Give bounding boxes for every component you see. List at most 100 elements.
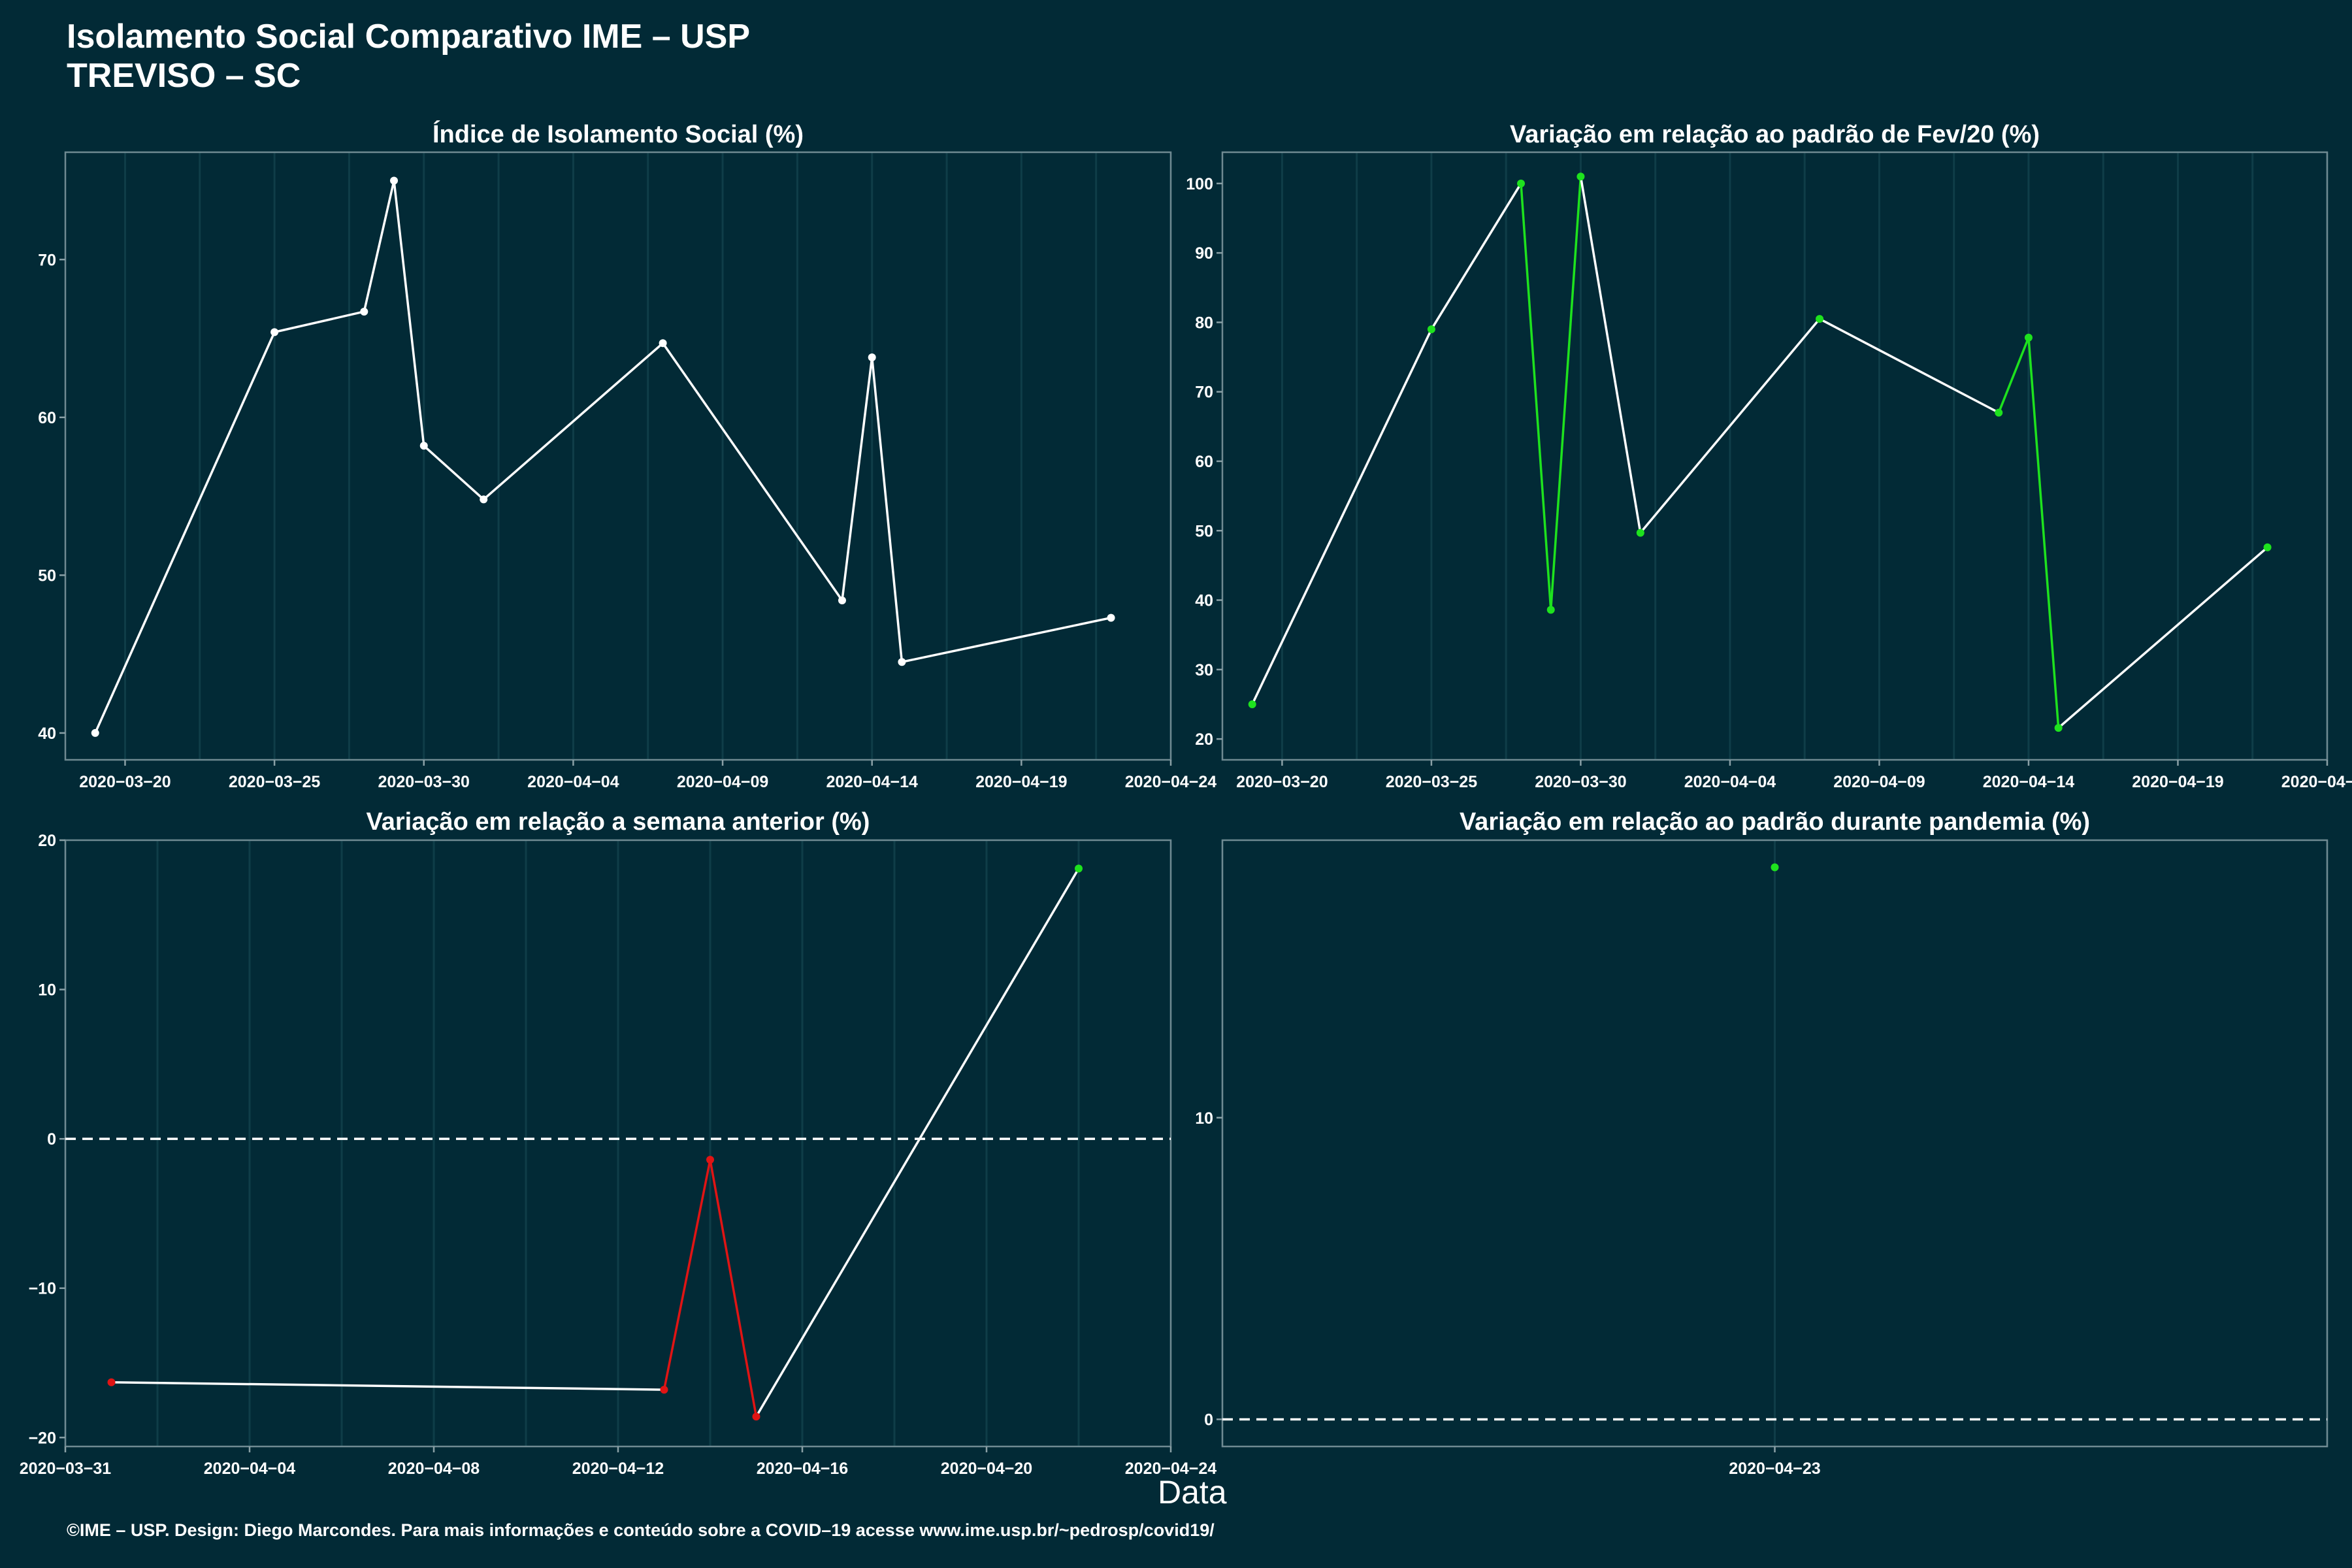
series-segment: [709, 1159, 758, 1417]
panel-pandemia: Variação em relação ao padrão durante pa…: [1195, 808, 2328, 1478]
data-point: [659, 339, 667, 348]
panel-fev20: Variação em relação ao padrão de Fev/20 …: [1186, 121, 2352, 791]
y-tick-label: −20: [29, 1429, 56, 1447]
series-segment: [94, 331, 276, 734]
x-tick-label: 2020−04−20: [941, 1460, 1032, 1478]
panel-border: [64, 151, 1172, 761]
y-tick-label: −10: [29, 1280, 56, 1298]
y-tick-label: 50: [38, 566, 56, 585]
x-tick-label: 2020−04−09: [1833, 773, 1925, 791]
y-tick-label: 50: [1195, 522, 1213, 540]
x-tick-label: 2020−04−16: [757, 1460, 848, 1478]
data-point: [270, 328, 279, 336]
y-tick-label: 20: [1195, 730, 1213, 749]
x-tick-label: 2020−03−25: [229, 773, 321, 791]
y-tick-label: 80: [1195, 314, 1213, 332]
x-tick-label: 2020−04−23: [1729, 1460, 1820, 1478]
data-point: [1576, 172, 1585, 181]
x-tick-label: 2020−03−20: [1236, 773, 1328, 791]
panel-background: [1222, 152, 2327, 760]
data-point: [868, 353, 876, 362]
data-point: [2054, 724, 2063, 732]
x-tick-label: 2020−04−14: [826, 773, 918, 791]
panel-title: Variação em relação ao padrão de Fev/20 …: [1510, 121, 2040, 148]
y-tick-label: 100: [1186, 175, 1213, 193]
y-tick-label: 70: [1195, 384, 1213, 402]
data-point: [660, 1386, 668, 1394]
x-axis-label: Data: [1158, 1474, 1227, 1511]
series-segment: [2057, 546, 2268, 729]
y-tick-label: 40: [38, 725, 56, 743]
y-tick-label: 70: [38, 251, 56, 269]
data-point: [1816, 315, 1824, 323]
x-tick-label: 2020−04−24: [1125, 773, 1217, 791]
data-point: [1995, 408, 2003, 417]
data-point: [107, 1378, 116, 1386]
main-title-line1: Isolamento Social Comparativo IME – USP: [67, 18, 751, 56]
panel-title: Variação em relação ao padrão durante pa…: [1460, 808, 2090, 836]
x-tick-label: 2020−04−12: [572, 1460, 664, 1478]
series-segment: [1819, 318, 2000, 414]
series-segment: [662, 342, 843, 602]
data-point: [360, 307, 368, 316]
series-segment: [662, 1159, 711, 1390]
series-segment: [1549, 176, 1582, 610]
series-segment: [483, 342, 664, 500]
x-tick-label: 2020−04−08: [388, 1460, 480, 1478]
data-point: [838, 596, 846, 605]
x-tick-label: 2020−04−04: [527, 773, 619, 791]
series-segment: [902, 616, 1111, 663]
series-segment: [755, 868, 1080, 1418]
y-tick-label: 10: [38, 981, 56, 1000]
y-tick-label: 0: [1204, 1411, 1213, 1429]
data-point: [419, 442, 428, 450]
x-tick-label: 2020−04−04: [204, 1460, 296, 1478]
data-point: [1248, 700, 1256, 708]
series-segment: [1639, 318, 1821, 534]
main-title: Isolamento Social Comparativo IME – USP …: [67, 17, 750, 95]
series-segment: [423, 444, 485, 500]
data-point: [2024, 333, 2033, 342]
data-point: [2263, 543, 2272, 551]
panel-background: [65, 152, 1171, 760]
x-tick-label: 2020−04−19: [975, 773, 1067, 791]
data-point: [1546, 606, 1555, 614]
series-segment: [870, 357, 904, 662]
x-tick-label: 2020−03−30: [378, 773, 470, 791]
series-segment: [393, 180, 425, 446]
y-tick-label: 0: [47, 1130, 56, 1149]
panel-isolamento: Índice de Isolamento Social (%) 2020−03−2…: [38, 120, 1217, 791]
x-tick-label: 2020−04−04: [1684, 773, 1776, 791]
series-segment: [363, 180, 395, 312]
data-point: [1771, 863, 1779, 872]
series-segment: [1579, 176, 1642, 533]
panel-border: [1221, 151, 2328, 761]
main-title-line2: TREVISO – SC: [67, 57, 301, 95]
series-segment: [1430, 182, 1522, 330]
series-segment: [1520, 183, 1552, 610]
y-tick-label: 90: [1195, 244, 1213, 263]
y-tick-label: 20: [38, 832, 56, 850]
y-tick-label: 60: [38, 409, 56, 427]
data-point: [91, 728, 99, 737]
series-segment: [841, 357, 874, 601]
data-point: [898, 658, 906, 666]
x-tick-label: 2020−04−24: [1125, 1460, 1217, 1478]
y-tick-label: 10: [1195, 1109, 1213, 1128]
y-tick-label: 60: [1195, 453, 1213, 471]
x-tick-label: 2020−04−24: [2281, 773, 2352, 791]
data-point: [752, 1413, 760, 1421]
series-segment: [1997, 337, 2030, 414]
y-tick-label: 40: [1195, 592, 1213, 610]
data-point: [390, 176, 399, 185]
data-point: [706, 1156, 714, 1164]
x-tick-label: 2020−03−25: [1386, 773, 1478, 791]
panel-semana: Variação em relação a semana anterior (%…: [20, 808, 1217, 1478]
x-tick-label: 2020−03−31: [20, 1460, 112, 1478]
x-tick-label: 2020−03−20: [79, 773, 171, 791]
x-tick-label: 2020−04−09: [677, 773, 768, 791]
data-point: [480, 495, 488, 504]
y-tick-label: 30: [1195, 661, 1213, 679]
